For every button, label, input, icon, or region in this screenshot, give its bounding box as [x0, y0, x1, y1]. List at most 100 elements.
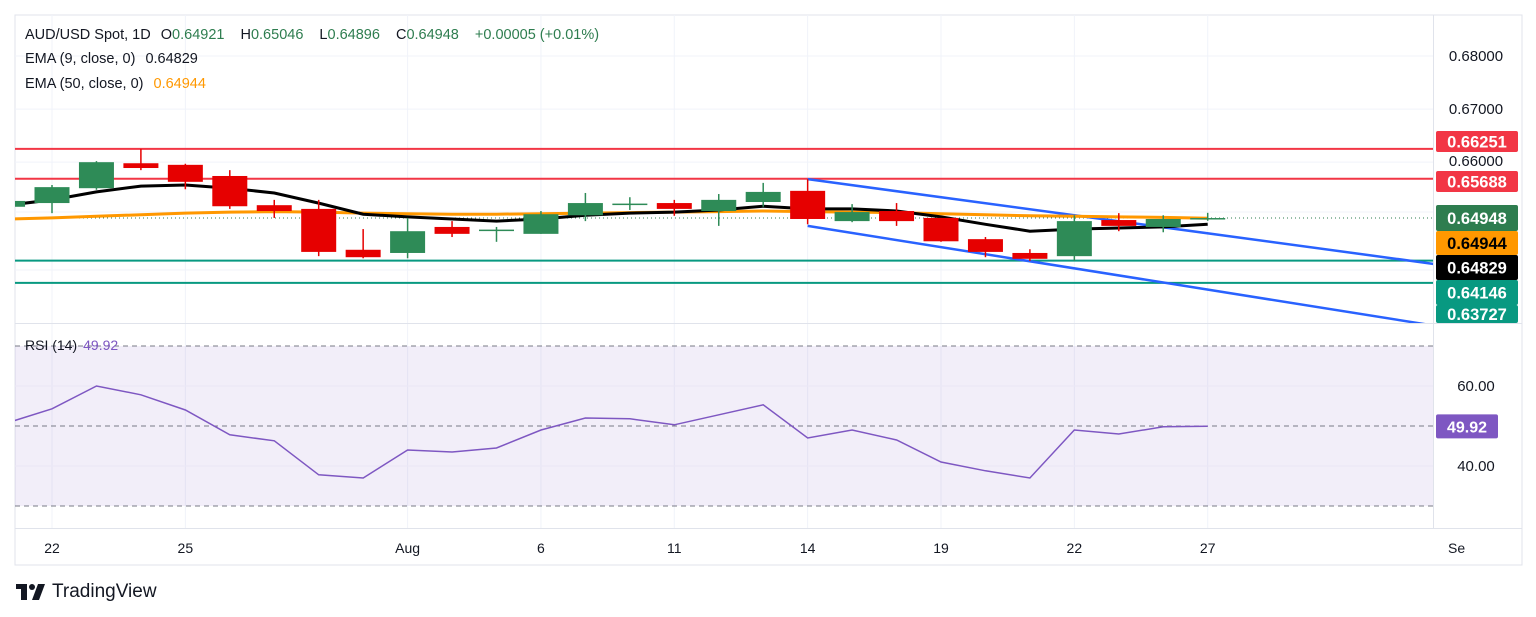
rsi-label: RSI (14): [25, 337, 78, 353]
candle: [167, 163, 203, 190]
rsi-line: [15, 385, 1208, 479]
candle: [479, 226, 514, 242]
change-value: +0.00005 (+0.01%): [474, 27, 600, 43]
time-tick-label: 25: [178, 540, 194, 556]
candle-body: [256, 205, 292, 212]
candle: [1056, 215, 1092, 261]
candle-body: [1056, 221, 1092, 257]
candle-body: [167, 164, 203, 182]
candle-body: [212, 175, 248, 207]
price-label-box: [1436, 231, 1518, 255]
price-label-text: 0.64948: [1447, 210, 1507, 228]
rsi-value: 49.92: [83, 337, 119, 353]
time-tick-label: 19: [933, 540, 949, 556]
candle: [123, 148, 159, 171]
candle-body: [390, 231, 426, 253]
tradingview-logo-icon: [16, 584, 45, 600]
candle: [923, 217, 959, 242]
candle-body: [701, 199, 737, 212]
high-value: 0.65046: [250, 27, 304, 43]
candle-body: [745, 191, 781, 202]
price-label-box: [1436, 131, 1518, 152]
rsi-pane: [15, 345, 1434, 507]
candle: [1101, 213, 1137, 232]
rsi-value-box: [1436, 414, 1498, 439]
candle-body: [301, 208, 337, 252]
candle: [434, 221, 470, 238]
candle-body: [1101, 220, 1137, 226]
price-label-text: 0.64829: [1447, 260, 1507, 278]
tradingview-brand[interactable]: TradingView: [16, 581, 157, 603]
ema50-legend[interactable]: EMA (50, close, 0) 0.64944: [25, 76, 212, 92]
price-label-text: 0.64944: [1447, 235, 1507, 253]
candle: [567, 192, 603, 222]
candle-body: [834, 212, 870, 222]
time-axis[interactable]: 22 25 Aug 6 11 14 19 22 27 Se: [44, 540, 1465, 556]
channel-lower-line: [807, 224, 1426, 323]
candle-body: [923, 217, 959, 242]
price-label-text: 0.65688: [1447, 174, 1507, 192]
price-label-box: [1436, 205, 1518, 231]
time-tick-label: Aug: [395, 540, 420, 556]
ema9-value: 0.64829: [145, 51, 198, 67]
candle-body: [1012, 252, 1048, 259]
price-label-box: [1436, 255, 1518, 280]
candle-body: [612, 203, 648, 206]
ema50-value: 0.64944: [153, 76, 206, 92]
close-value: 0.64948: [406, 27, 459, 43]
candle: [1145, 215, 1181, 233]
candle: [967, 237, 1003, 258]
price-tick-label: 0.66000: [1449, 153, 1503, 170]
candle-body: [790, 190, 826, 219]
candle-body: [78, 162, 114, 189]
open-value: 0.64921: [172, 27, 225, 43]
price-label-text: 0.66251: [1447, 134, 1507, 152]
time-tick-label: 22: [44, 540, 60, 556]
rsi-value-label: 49.92: [1447, 419, 1487, 436]
candle: [879, 203, 915, 226]
candle-body: [1190, 218, 1226, 220]
price-tick-label: 0.68000: [1449, 48, 1503, 65]
candle: [1190, 212, 1226, 221]
candle: [656, 199, 692, 216]
candle: [301, 199, 337, 257]
symbol-title: AUD/USD Spot, 1D: [25, 27, 151, 43]
price-label-text: 0.63727: [1447, 306, 1507, 324]
candle: [612, 197, 648, 210]
time-tick-label: Se: [1448, 540, 1465, 556]
low-value: 0.64896: [327, 27, 380, 43]
candle: [212, 170, 248, 209]
candle: [701, 194, 737, 226]
candle-body: [1145, 218, 1181, 227]
price-label-box: [1436, 305, 1518, 323]
candle-body: [479, 229, 514, 232]
candle: [523, 211, 559, 234]
open-label: O: [160, 27, 173, 43]
candle: [78, 161, 114, 190]
candle: [34, 185, 70, 214]
candle-body: [523, 214, 559, 234]
price-label-text: 0.64146: [1447, 285, 1507, 303]
ema9-legend[interactable]: EMA (9, close, 0) 0.64829: [25, 51, 204, 67]
time-tick-label: 27: [1200, 540, 1216, 556]
brand-name: TradingView: [52, 581, 157, 602]
candle: [256, 199, 292, 218]
candle: [390, 217, 426, 259]
candle: [745, 182, 781, 207]
rsi-tick-label: 60.00: [1457, 378, 1495, 395]
ema9-label: EMA (9, close, 0): [25, 51, 136, 67]
candle-body: [34, 187, 70, 204]
candle: [1012, 249, 1048, 261]
price-label-box: [1436, 171, 1518, 192]
low-label: L: [319, 27, 328, 43]
ema9-line: [15, 183, 1208, 233]
price-label-box: [1436, 280, 1518, 305]
candle-body: [123, 163, 159, 169]
symbol-legend[interactable]: AUD/USD Spot, 1D O0.64921 H0.65046 L0.64…: [25, 27, 605, 43]
candle: [834, 204, 870, 223]
price-pane: [15, 147, 1434, 323]
rsi-legend[interactable]: RSI (14) 49.92: [25, 337, 118, 353]
chart-frame: [14, 14, 1523, 566]
